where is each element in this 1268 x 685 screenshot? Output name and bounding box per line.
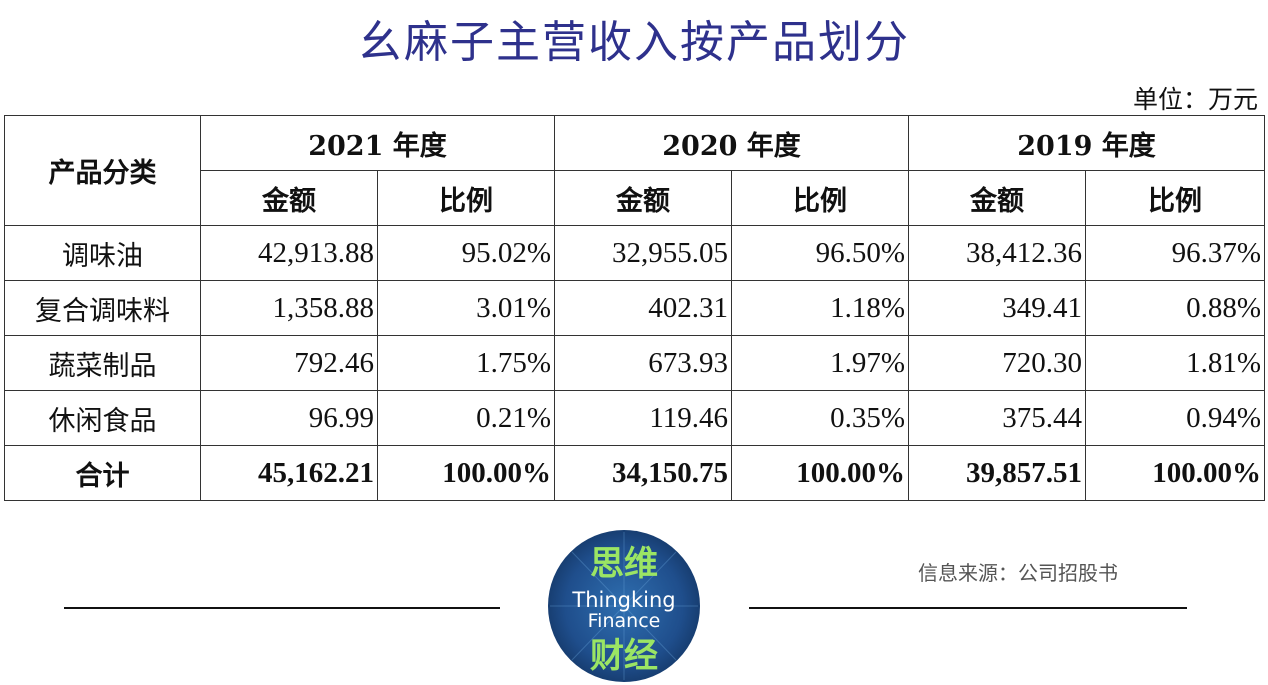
ratio-2021: 3.01% — [376, 280, 556, 336]
header-ratio: 比例 — [1085, 170, 1266, 226]
ratio-2020: 1.18% — [731, 280, 910, 336]
total-ratio-2021: 100.00% — [376, 445, 556, 501]
ratio-2020: 0.35% — [731, 390, 910, 446]
unit-label: 单位：万元 — [1132, 85, 1258, 114]
footer-divider-left — [64, 607, 500, 609]
header-category: 产品分类 — [4, 115, 201, 226]
total-ratio-2020: 100.00% — [731, 445, 910, 501]
ratio-2019: 0.88% — [1085, 280, 1266, 336]
amount-2020: 402.31 — [554, 280, 733, 336]
table-header-row-years: 产品分类 2021 年度 2020 年度 2019 年度 — [4, 115, 1266, 226]
ratio-2021: 0.21% — [376, 390, 556, 446]
row-category: 复合调味料 — [4, 280, 201, 336]
thingking-finance-logo: 思维 Thingking Finance 财经 — [548, 530, 700, 682]
page-title: 幺麻子主营收入按产品划分 — [358, 17, 910, 68]
ratio-2019: 96.37% — [1085, 225, 1266, 281]
ratio-2019: 1.81% — [1085, 335, 1266, 391]
row-category: 休闲食品 — [4, 390, 201, 446]
total-amount-2019: 39,857.51 — [908, 445, 1087, 501]
total-ratio-2019: 100.00% — [1085, 445, 1266, 501]
table-row: 调味油 42,913.88 95.02% 32,955.05 96.50% 38… — [4, 225, 1266, 281]
source-note: 信息来源：公司招股书 — [918, 561, 1118, 585]
amount-2019: 375.44 — [908, 390, 1087, 446]
logo-line2: Finance — [588, 610, 661, 632]
amount-2021: 792.46 — [200, 335, 378, 391]
amount-2021: 1,358.88 — [200, 280, 378, 336]
footer-divider-right — [749, 607, 1187, 609]
row-category: 蔬菜制品 — [4, 335, 201, 391]
header-year-2019: 2019 年度 — [908, 115, 1266, 171]
amount-2019: 349.41 — [908, 280, 1087, 336]
ratio-2021: 1.75% — [376, 335, 556, 391]
logo-top-text: 思维 — [590, 544, 658, 584]
table-row: 复合调味料 1,358.88 3.01% 402.31 1.18% 349.41… — [4, 280, 1266, 336]
table-row: 蔬菜制品 792.46 1.75% 673.93 1.97% 720.30 1.… — [4, 335, 1266, 391]
total-amount-2020: 34,150.75 — [554, 445, 733, 501]
ratio-2019: 0.94% — [1085, 390, 1266, 446]
amount-2020: 119.46 — [554, 390, 733, 446]
row-category: 调味油 — [4, 225, 201, 281]
ratio-2020: 96.50% — [731, 225, 910, 281]
header-amount: 金额 — [554, 170, 733, 226]
amount-2021: 96.99 — [200, 390, 378, 446]
table-row: 休闲食品 96.99 0.21% 119.46 0.35% 375.44 0.9… — [4, 390, 1266, 446]
total-label: 合计 — [4, 445, 201, 501]
logo-bottom-text: 财经 — [590, 636, 658, 676]
header-amount: 金额 — [200, 170, 378, 226]
amount-2019: 720.30 — [908, 335, 1087, 391]
header-year-2021: 2021 年度 — [199, 115, 556, 171]
logo-circle — [548, 530, 700, 682]
total-amount-2021: 45,162.21 — [200, 445, 378, 501]
revenue-table: 产品分类 2021 年度 2020 年度 2019 年度 金额 比例 金额 比例… — [4, 115, 1266, 501]
amount-2019: 38,412.36 — [908, 225, 1087, 281]
header-ratio: 比例 — [731, 170, 910, 226]
ratio-2020: 1.97% — [731, 335, 910, 391]
logo-line1: Thingking — [571, 588, 675, 612]
amount-2020: 673.93 — [554, 335, 733, 391]
amount-2021: 42,913.88 — [200, 225, 378, 281]
header-year-2020: 2020 年度 — [554, 115, 910, 171]
amount-2020: 32,955.05 — [554, 225, 733, 281]
table-total-row: 合计 45,162.21 100.00% 34,150.75 100.00% 3… — [4, 445, 1266, 501]
header-amount: 金额 — [908, 170, 1087, 226]
header-ratio: 比例 — [376, 170, 556, 226]
ratio-2021: 95.02% — [376, 225, 556, 281]
